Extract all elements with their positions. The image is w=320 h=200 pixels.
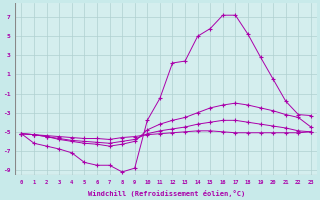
X-axis label: Windchill (Refroidissement éolien,°C): Windchill (Refroidissement éolien,°C): [88, 190, 245, 197]
